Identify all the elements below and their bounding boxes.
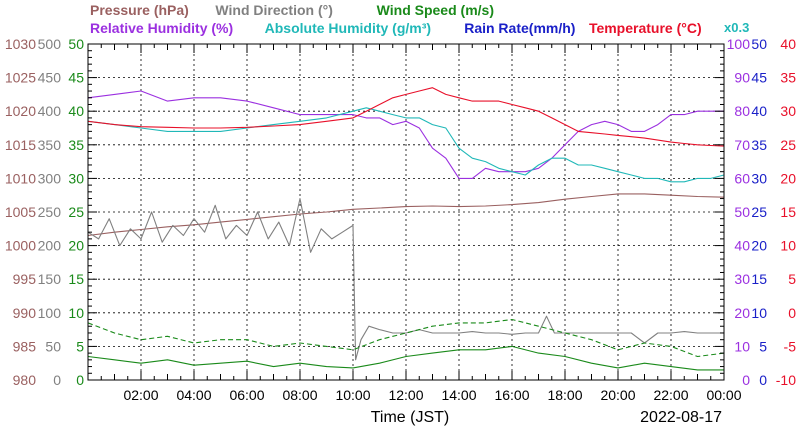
temperature-tick-label: 30 <box>780 103 796 119</box>
legend-rel-hum: Relative Humidity (%) <box>90 20 233 36</box>
humidity-tick-label: 90 <box>734 70 750 86</box>
x-tick-label: 10:00 <box>335 387 370 403</box>
pressure-tick-label: 980 <box>13 372 37 388</box>
series-line-wind_direction <box>87 198 724 361</box>
x-tick-label: 00:00 <box>706 387 741 403</box>
rain-rate-tick-label: 25 <box>751 204 767 220</box>
series-line-humidity <box>87 90 724 179</box>
humidity-tick-label: 10 <box>734 338 750 354</box>
wind-speed-tick-label: 35 <box>68 137 84 153</box>
humidity-tick-label: 70 <box>734 137 750 153</box>
temperature-tick-label: -5 <box>784 338 797 354</box>
x-tick-label: 04:00 <box>176 387 211 403</box>
series-line-wind_speed <box>87 345 724 371</box>
series-line-temperature <box>87 87 725 147</box>
humidity-tick-label: 100 <box>727 36 751 52</box>
pressure-tick-label: 1010 <box>5 170 36 186</box>
rain-rate-tick-label: 30 <box>751 170 767 186</box>
legend-rain-rate: Rain Rate(mm/h) <box>464 20 575 36</box>
legend-pressure: Pressure (hPa) <box>90 2 189 18</box>
humidity-tick-label: 50 <box>734 204 750 220</box>
rain-rate-tick-label: 40 <box>751 103 767 119</box>
date-label: 2022-08-17 <box>640 409 722 426</box>
temperature-tick-label: 10 <box>780 238 796 254</box>
legend-temperature: Temperature (°C) <box>589 20 702 36</box>
wind-speed-tick-label: 40 <box>68 103 84 119</box>
temperature-tick-label: 35 <box>780 70 796 86</box>
x-tick-label: 08:00 <box>282 387 317 403</box>
wind-direction-tick-label: 300 <box>38 170 62 186</box>
x-tick-label: 16:00 <box>494 387 529 403</box>
wind-speed-tick-label: 25 <box>68 204 84 220</box>
legend-wind-dir: Wind Direction (°) <box>215 2 332 18</box>
pressure-tick-label: 1030 <box>5 36 36 52</box>
humidity-tick-label: 40 <box>734 238 750 254</box>
series-line-pressure <box>87 193 725 237</box>
pressure-tick-label: 1015 <box>5 137 36 153</box>
x-tick-label: 18:00 <box>547 387 582 403</box>
wind-speed-tick-label: 30 <box>68 170 84 186</box>
wind-direction-tick-label: 50 <box>45 338 61 354</box>
pressure-tick-label: 1025 <box>5 70 36 86</box>
humidity-tick-label: 20 <box>734 305 750 321</box>
wind-speed-tick-label: 20 <box>68 238 84 254</box>
rain-rate-tick-label: 50 <box>751 36 767 52</box>
temperature-tick-label: 5 <box>788 271 796 287</box>
pressure-tick-label: 995 <box>13 271 37 287</box>
wind-speed-tick-label: 15 <box>68 271 84 287</box>
temperature-tick-label: 20 <box>780 170 796 186</box>
wind-direction-tick-label: 200 <box>38 238 62 254</box>
pressure-tick-label: 985 <box>13 338 37 354</box>
rain-rate-tick-label: 5 <box>759 338 767 354</box>
humidity-tick-label: 60 <box>734 170 750 186</box>
wind-direction-tick-label: 500 <box>38 36 62 52</box>
rain-rate-tick-label: 15 <box>751 271 767 287</box>
wind-speed-tick-label: 10 <box>68 305 84 321</box>
rain-rate-tick-label: 35 <box>751 137 767 153</box>
x-tick-label: 20:00 <box>600 387 635 403</box>
temperature-tick-label: 25 <box>780 137 796 153</box>
x-tick-label: 22:00 <box>653 387 688 403</box>
pressure-tick-label: 1020 <box>5 103 36 119</box>
rain-rate-tick-label: 20 <box>751 238 767 254</box>
humidity-tick-label: 30 <box>734 271 750 287</box>
wind-speed-tick-label: 5 <box>76 338 84 354</box>
multiplier-label: x0.3 <box>724 20 749 35</box>
wind-direction-tick-label: 150 <box>38 271 62 287</box>
legend-wind-speed: Wind Speed (m/s) <box>377 2 494 18</box>
rain-rate-tick-label: 0 <box>759 372 767 388</box>
legend-abs-hum: Absolute Humidity (g/m³) <box>265 20 431 36</box>
wind-speed-tick-label: 45 <box>68 70 84 86</box>
wind-direction-tick-label: 0 <box>53 372 61 388</box>
wind-speed-tick-label: 0 <box>76 372 84 388</box>
pressure-tick-label: 1000 <box>5 238 36 254</box>
wind-speed-tick-label: 50 <box>68 36 84 52</box>
wind-direction-tick-label: 400 <box>38 103 62 119</box>
wind-direction-tick-label: 350 <box>38 137 62 153</box>
temperature-tick-label: 15 <box>780 204 796 220</box>
pressure-tick-label: 1005 <box>5 204 36 220</box>
temperature-tick-label: 40 <box>780 36 796 52</box>
wind-direction-tick-label: 450 <box>38 70 62 86</box>
humidity-tick-label: 80 <box>734 103 750 119</box>
pressure-tick-label: 990 <box>13 305 37 321</box>
x-tick-label: 14:00 <box>441 387 476 403</box>
temperature-tick-label: -10 <box>776 372 796 388</box>
x-tick-label: 12:00 <box>388 387 423 403</box>
x-tick-label: 02:00 <box>123 387 158 403</box>
temperature-tick-label: 0 <box>788 305 796 321</box>
humidity-tick-label: 0 <box>742 372 750 388</box>
rain-rate-tick-label: 10 <box>751 305 767 321</box>
wind-direction-tick-label: 250 <box>38 204 62 220</box>
x-tick-label: 06:00 <box>229 387 264 403</box>
x-axis-label: Time (JST) <box>371 409 450 426</box>
wind-direction-tick-label: 100 <box>38 305 62 321</box>
rain-rate-tick-label: 45 <box>751 70 767 86</box>
